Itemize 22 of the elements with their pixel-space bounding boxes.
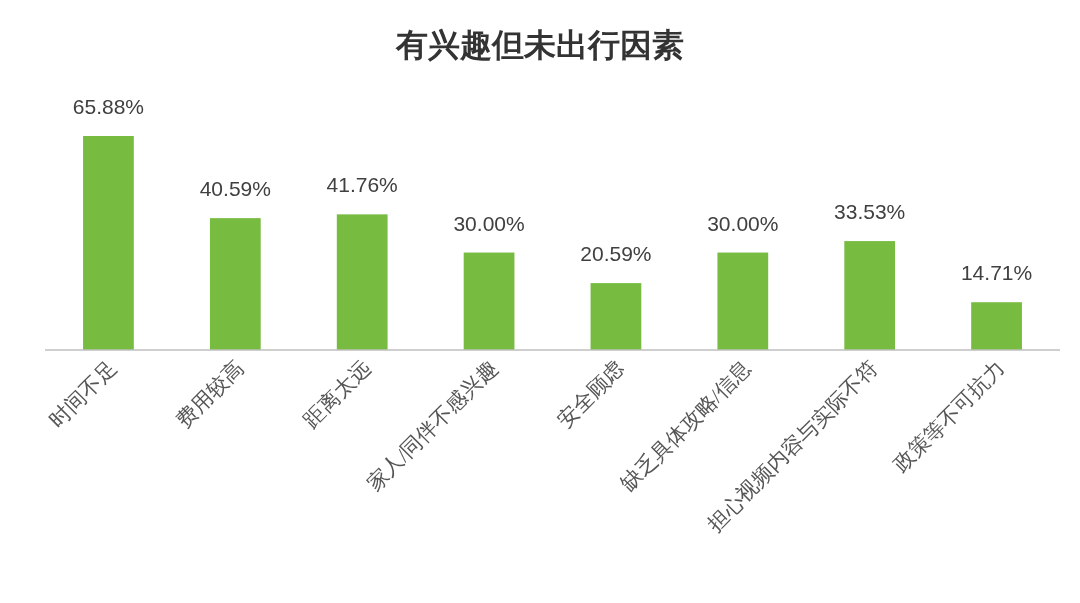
data-label: 14.71% (960, 261, 1033, 285)
chart-title: 有兴趣但未出行因素 (395, 27, 684, 63)
bar (209, 218, 261, 350)
x-tick-label: 安全顾虑 (552, 355, 629, 433)
data-label: 41.76% (326, 173, 398, 197)
x-tick-label: 时间不足 (45, 355, 122, 433)
bar (83, 136, 134, 350)
bar (844, 241, 896, 350)
data-label: 40.59% (199, 177, 271, 201)
x-tick-label: 费用较高 (171, 355, 249, 433)
bar (336, 214, 388, 350)
data-label: 65.88% (72, 95, 145, 118)
bar (590, 283, 642, 350)
data-label: 30.00% (707, 211, 779, 235)
data-label: 33.53% (834, 200, 906, 224)
bar (971, 302, 1022, 350)
data-label: 30.00% (453, 211, 525, 235)
x-tick-label: 政策等不可抗力 (888, 355, 1010, 477)
bar (463, 252, 515, 350)
x-tick-label: 距离太远 (298, 355, 376, 433)
bar (717, 252, 769, 350)
data-label: 20.59% (580, 242, 652, 266)
